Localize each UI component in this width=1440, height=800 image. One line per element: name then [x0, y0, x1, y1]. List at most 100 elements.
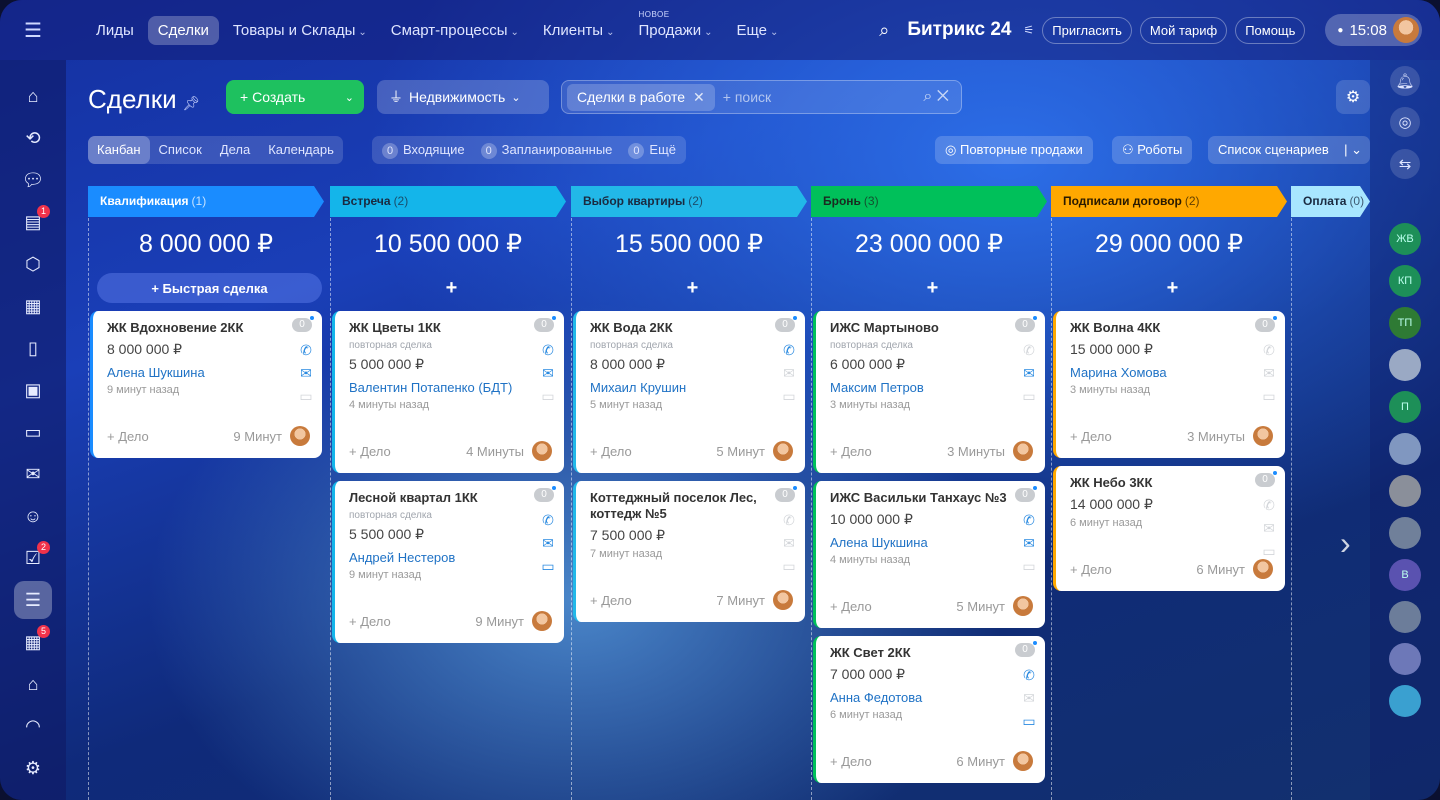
chat-icon[interactable]: ▭ — [1262, 388, 1276, 404]
contact-avatar[interactable] — [1389, 643, 1421, 675]
sidebar-item[interactable]: ▦ 5 — [14, 623, 52, 661]
deal-card[interactable]: ЖК Свет 2КК 7 000 000 ₽ Анна Федотова 6 мин… — [813, 636, 1045, 783]
search-icon[interactable]: ⌕ — [879, 19, 890, 40]
deal-title[interactable]: ИЖС Мартыново — [830, 320, 939, 335]
filter-search[interactable]: Сделки в работе ✕ + поиск ⌕ ✕ — [561, 80, 962, 114]
sidebar-item[interactable]: ⬡ — [14, 245, 52, 283]
view-tab[interactable]: Дела — [219, 142, 251, 157]
add-activity-button[interactable]: + Дело — [349, 443, 391, 459]
column-header[interactable]: Выбор квартиры (2) — [571, 186, 807, 217]
responsible-avatar[interactable] — [773, 590, 793, 610]
deal-card[interactable]: ИЖС Мартыново повторная сделка 6 000 000 ₽… — [813, 311, 1045, 473]
chat-icon[interactable]: ▭ — [1022, 713, 1036, 729]
sidebar-item[interactable]: ▯ — [14, 329, 52, 367]
repeat-sales-button[interactable]: ◎ Повторные продажи — [935, 136, 1093, 164]
phone-icon[interactable]: ✆ — [542, 342, 554, 358]
add-activity-button[interactable]: + Дело — [107, 428, 149, 444]
filter-chip[interactable]: Сделки в работе ✕ — [567, 83, 715, 111]
phone-icon[interactable]: ✆ — [1263, 342, 1275, 358]
nav-item[interactable]: Еще ⌄ — [727, 16, 789, 45]
chat-icon[interactable]: ▭ — [782, 388, 796, 404]
sidebar-item[interactable]: ☑ 2 — [14, 539, 52, 577]
close-icon[interactable]: ✕ — [693, 88, 705, 105]
contact-avatar[interactable] — [1389, 517, 1421, 549]
deal-title[interactable]: ЖК Вода 2КК — [590, 320, 673, 335]
sidebar-item[interactable]: ☺ — [14, 497, 52, 535]
tariff-button[interactable]: Мой тариф — [1139, 16, 1228, 44]
chevron-down-icon[interactable]: ⌄ — [344, 91, 354, 104]
responsible-avatar[interactable] — [773, 441, 793, 461]
responsible-avatar[interactable] — [290, 426, 310, 446]
chat-icon[interactable]: ▭ — [541, 388, 555, 404]
mail-icon[interactable]: ✉ — [542, 365, 554, 381]
nav-item[interactable]: НОВОЕ Продажи ⌄ — [628, 10, 722, 45]
mail-icon[interactable]: ✉ — [1263, 520, 1275, 536]
pin-icon[interactable]: 📌︎ — [182, 95, 201, 111]
chat-icon[interactable]: ▭ — [1022, 558, 1036, 574]
add-activity-button[interactable]: + Дело — [349, 613, 391, 629]
quick-deal-button[interactable]: + Быстрая сделка — [97, 273, 322, 303]
counter-item[interactable]: 0 Ещё — [628, 142, 676, 159]
contact-avatar[interactable] — [1389, 349, 1421, 381]
sidebar-item[interactable]: ⚙ — [14, 749, 52, 787]
responsible-avatar[interactable] — [1013, 441, 1033, 461]
add-deal-button[interactable]: + — [445, 276, 458, 299]
search-input[interactable]: + поиск — [722, 89, 772, 105]
chat-icon[interactable]: ▭ — [299, 388, 313, 404]
column-header[interactable]: Оплата (0) — [1291, 186, 1370, 217]
mail-icon[interactable]: ✉ — [783, 365, 795, 381]
menu-icon[interactable]: ☰ — [24, 19, 42, 42]
view-tab[interactable]: Календарь — [268, 142, 334, 157]
add-activity-button[interactable]: + Дело — [830, 598, 872, 614]
work-day-clock[interactable]: ● 15:08 — [1325, 14, 1422, 46]
mail-icon[interactable]: ✉ — [1023, 365, 1035, 381]
phone-icon[interactable]: ✆ — [1263, 497, 1275, 513]
add-deal-button[interactable]: + — [926, 276, 939, 299]
responsible-avatar[interactable] — [1253, 426, 1273, 446]
column-header[interactable]: Подписали договор (2) — [1051, 186, 1287, 217]
deal-card[interactable]: Лесной квартал 1КК повторная сделка 5 500 … — [332, 481, 564, 643]
column-header[interactable]: Бронь (3) — [811, 186, 1047, 217]
settings-sliders-icon[interactable]: ⚟ — [1023, 23, 1035, 37]
deal-card[interactable]: ИЖС Васильки Танхаус №3 10 000 000 ₽ Алена… — [813, 481, 1045, 628]
deal-title[interactable]: ЖК Цветы 1КК — [349, 320, 441, 335]
deal-card[interactable]: Коттеджный поселок Лес, коттедж №5 7 500 … — [573, 481, 805, 622]
nav-item[interactable]: Лиды — [86, 16, 144, 45]
contact-avatar[interactable]: ЖВ — [1389, 223, 1421, 255]
copilot-icon[interactable]: ◎ — [1390, 107, 1420, 137]
deal-contact[interactable]: Алена Шукшина — [830, 535, 928, 550]
counter-item[interactable]: 0 Запланированные — [480, 142, 612, 159]
mail-icon[interactable]: ✉ — [300, 365, 312, 381]
contact-avatar[interactable]: ТП — [1389, 307, 1421, 339]
deal-title[interactable]: ЖК Небо 3КК — [1070, 475, 1153, 490]
column-header[interactable]: Встреча (2) — [330, 186, 566, 217]
add-activity-button[interactable]: + Дело — [830, 753, 872, 769]
deal-card[interactable]: ЖК Небо 3КК 14 000 000 ₽ 6 минут назад + Де… — [1053, 466, 1285, 591]
create-button[interactable]: + Создать ⌄ — [226, 80, 364, 114]
sidebar-item[interactable]: ⟲ — [14, 119, 52, 157]
deal-contact[interactable]: Валентин Потапенко (БДТ) — [349, 380, 513, 395]
deal-contact[interactable]: Андрей Нестеров — [349, 550, 456, 565]
contact-avatar[interactable]: П — [1389, 391, 1421, 423]
add-activity-button[interactable]: + Дело — [1070, 561, 1112, 577]
phone-icon[interactable]: ✆ — [783, 512, 795, 528]
deal-title[interactable]: ЖК Волна 4КК — [1070, 320, 1161, 335]
contact-avatar[interactable]: КП — [1389, 265, 1421, 297]
deal-title[interactable]: Коттеджный поселок Лес, коттедж №5 — [590, 490, 757, 521]
contact-avatar[interactable] — [1389, 475, 1421, 507]
view-tab[interactable]: Список — [158, 142, 202, 157]
contact-avatar[interactable]: В — [1389, 559, 1421, 591]
deal-contact[interactable]: Михаил Крушин — [590, 380, 687, 395]
responsible-avatar[interactable] — [1013, 596, 1033, 616]
responsible-avatar[interactable] — [1253, 559, 1273, 579]
mail-icon[interactable]: ✉ — [542, 535, 554, 551]
nav-item[interactable]: Товары и Склады ⌄ — [223, 16, 377, 45]
deal-card[interactable]: ЖК Вода 2КК повторная сделка 8 000 000 ₽ Ми… — [573, 311, 805, 473]
deal-title[interactable]: ЖК Вдохновение 2КК — [107, 320, 244, 335]
gear-icon[interactable]: ⚙ — [1336, 80, 1370, 114]
bell-icon[interactable]: 🔔︎ — [1390, 66, 1420, 96]
responsible-avatar[interactable] — [532, 611, 552, 631]
chevron-down-icon[interactable]: | ⌄ — [1344, 142, 1362, 157]
phone-icon[interactable]: ✆ — [542, 512, 554, 528]
add-deal-button[interactable]: + — [1166, 276, 1179, 299]
